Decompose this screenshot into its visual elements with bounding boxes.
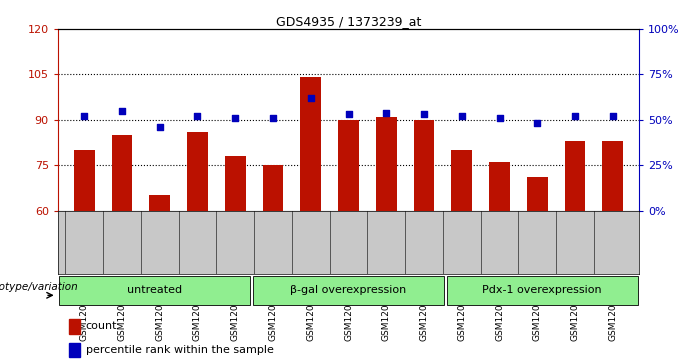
Point	[192, 113, 203, 119]
Point	[607, 113, 618, 119]
Point	[343, 111, 354, 117]
Point	[116, 108, 127, 114]
Point	[154, 124, 165, 130]
Point	[532, 121, 543, 126]
Bar	[69, 319, 80, 334]
Text: Pdx-1 overexpression: Pdx-1 overexpression	[483, 285, 602, 295]
Bar	[564, 141, 585, 211]
Bar	[376, 117, 396, 211]
Bar	[301, 77, 321, 211]
FancyBboxPatch shape	[59, 276, 250, 305]
Bar	[527, 177, 547, 211]
Bar	[413, 120, 435, 211]
FancyBboxPatch shape	[253, 276, 444, 305]
Bar	[74, 150, 95, 211]
Text: percentile rank within the sample: percentile rank within the sample	[86, 345, 273, 355]
Point	[230, 115, 241, 121]
Bar	[452, 150, 472, 211]
Point	[267, 115, 278, 121]
Point	[494, 115, 505, 121]
Point	[419, 111, 430, 117]
Text: β-gal overexpression: β-gal overexpression	[290, 285, 407, 295]
FancyBboxPatch shape	[447, 276, 638, 305]
Bar	[187, 132, 208, 211]
Bar	[225, 156, 245, 211]
Title: GDS4935 / 1373239_at: GDS4935 / 1373239_at	[276, 15, 421, 28]
Text: genotype/variation: genotype/variation	[0, 282, 78, 292]
Bar	[112, 135, 133, 211]
Point	[79, 113, 90, 119]
Bar	[150, 195, 170, 211]
Bar	[489, 162, 510, 211]
Bar	[602, 141, 623, 211]
Bar	[69, 343, 80, 357]
Point	[305, 95, 316, 101]
Text: untreated: untreated	[127, 285, 182, 295]
Text: count: count	[86, 321, 117, 331]
Point	[381, 110, 392, 115]
Bar	[338, 120, 359, 211]
Point	[456, 113, 467, 119]
Point	[570, 113, 581, 119]
Bar	[262, 165, 284, 211]
